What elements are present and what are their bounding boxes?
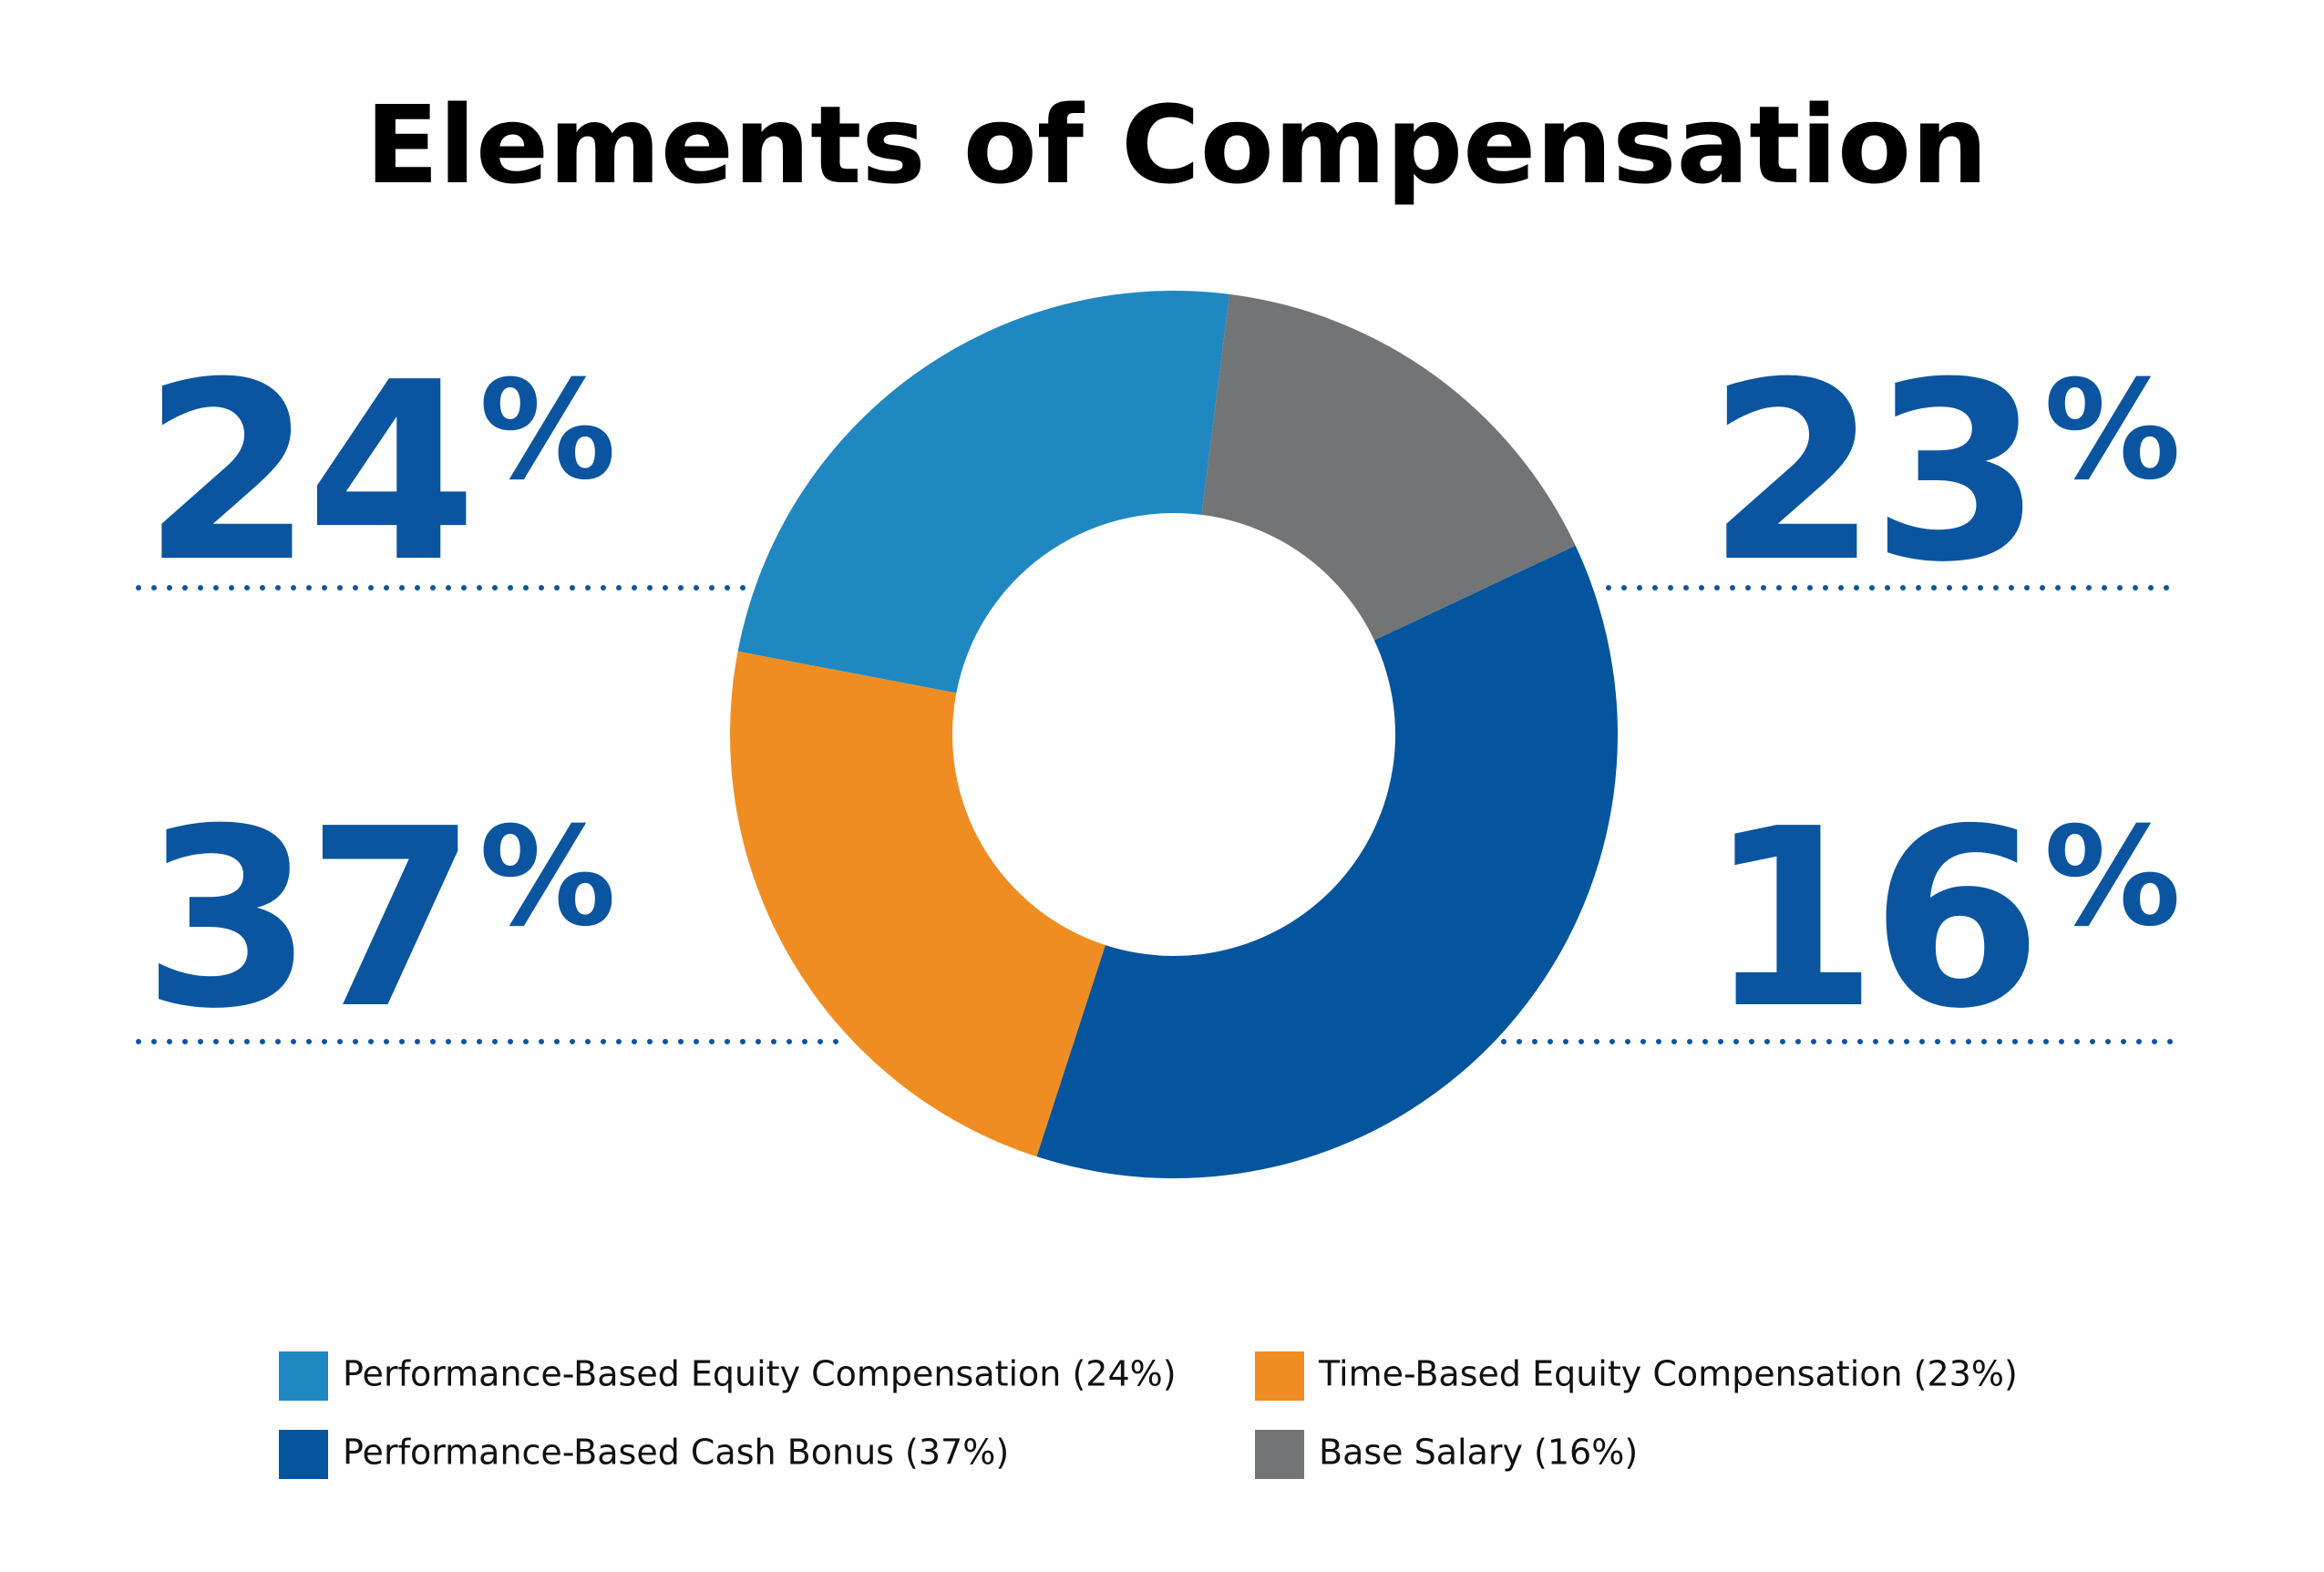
legend-swatch xyxy=(1255,1430,1304,1479)
dotted-rules xyxy=(136,585,2174,1044)
value-label: 24% xyxy=(142,329,612,616)
value-number: 23 xyxy=(1707,329,2035,616)
value-unit: % xyxy=(479,352,612,510)
chart-title: Elements of Compensation xyxy=(365,82,1988,208)
legend-label: Performance-Based Equity Compensation (2… xyxy=(343,1354,1177,1394)
value-number: 37 xyxy=(142,776,470,1063)
donut-slice xyxy=(730,651,1105,1157)
legend-label: Time-Based Equity Compensation (23%) xyxy=(1318,1354,2018,1394)
donut-slice xyxy=(737,291,1230,694)
legend-swatch xyxy=(1255,1351,1304,1401)
value-label: 23% xyxy=(1707,329,2177,616)
legend-label: Base Salary (16%) xyxy=(1319,1433,1638,1473)
value-unit: % xyxy=(2044,798,2177,957)
value-number: 16 xyxy=(1707,776,2035,1063)
legend-swatch xyxy=(279,1430,328,1479)
value-unit: % xyxy=(2044,352,2177,510)
value-label: 16% xyxy=(1707,776,2177,1063)
legend-swatch xyxy=(279,1351,328,1401)
value-unit: % xyxy=(479,798,612,957)
donut-slice xyxy=(1201,293,1576,641)
value-label: 37% xyxy=(142,776,612,1063)
donut-slice xyxy=(1036,545,1619,1179)
legend-label: Performance-Based Cash Bonus (37%) xyxy=(343,1433,1009,1473)
value-number: 24 xyxy=(142,329,470,616)
